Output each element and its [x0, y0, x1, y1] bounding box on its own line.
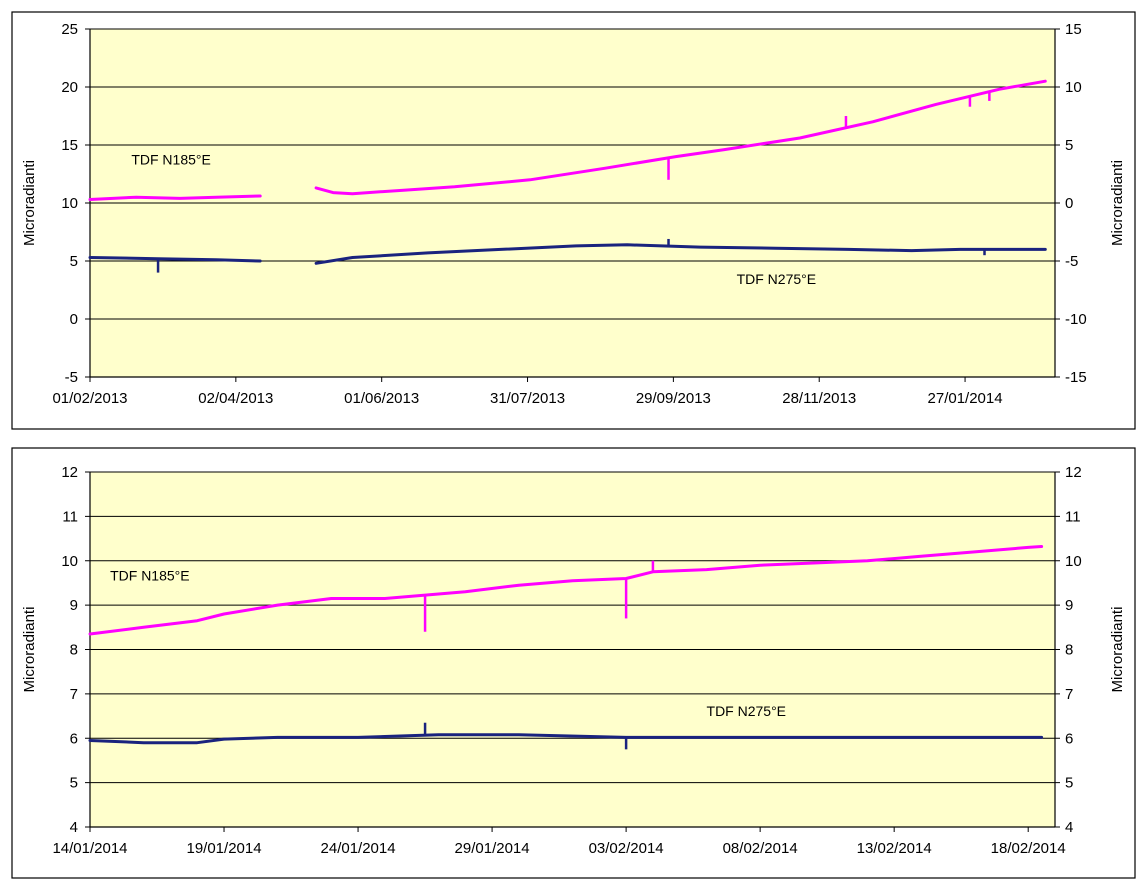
y-tick-label-left: 25: [61, 21, 78, 38]
series-annotation: TDF N275°E: [737, 271, 817, 287]
y-tick-label-left: 0: [70, 311, 78, 328]
x-tick-label: 01/06/2013: [344, 390, 419, 407]
chart-bottom: 4 5 6 7 8 9 10 11 12 4 5 6 7 8 9 10 11 12 14/01/2014 19/01/…: [11, 447, 1136, 879]
y-tick-label-right: 7: [1065, 686, 1073, 703]
y-tick-label-left: 4: [70, 819, 78, 836]
x-tick-label: 13/02/2014: [857, 840, 932, 857]
series-annotation: TDF N185°E: [131, 152, 211, 168]
y-axis-title-left: Microradianti: [21, 607, 38, 693]
x-tick-label: 18/02/2014: [991, 840, 1066, 857]
x-tick-label: 03/02/2014: [589, 840, 664, 857]
y-tick-label-left: 8: [70, 642, 78, 659]
x-tick-label: 29/09/2013: [636, 390, 711, 407]
y-tick-label-right: 4: [1065, 819, 1073, 836]
y-tick-label-left: 6: [70, 730, 78, 747]
series-n185e: [88, 79, 1047, 201]
y-tick-label-left: 15: [61, 137, 78, 154]
y-tick-label-right: 5: [1065, 137, 1073, 154]
series-line: [314, 243, 1047, 265]
series-annotation: TDF N185°E: [110, 568, 190, 584]
y-tick-label-left: 10: [61, 195, 78, 212]
y-tick-label-right: -5: [1065, 253, 1078, 270]
y-tick-label-right: 15: [1065, 21, 1082, 38]
series-line: [88, 194, 262, 201]
x-tick-label: 02/04/2013: [198, 390, 273, 407]
series-line: [88, 256, 262, 263]
series-line: [88, 545, 1044, 636]
y-tick-label-right: 8: [1065, 642, 1073, 659]
y-tick-label-left: 5: [70, 253, 78, 270]
x-tick-label: 31/07/2013: [490, 390, 565, 407]
y-axis-title-left: Microradianti: [21, 160, 38, 246]
y-axis-title-right: Microradianti: [1109, 160, 1126, 246]
y-tick-label-right: 9: [1065, 597, 1073, 614]
series-n275e: [88, 722, 1044, 750]
series-n185e: [88, 545, 1044, 636]
y-tick-label-left: 11: [62, 508, 78, 525]
y-tick-label-right: 0: [1065, 195, 1073, 212]
x-tick-label: 27/01/2014: [928, 390, 1003, 407]
y-tick-label-right: 10: [1065, 553, 1082, 570]
x-tick-label: 24/01/2014: [321, 840, 396, 857]
x-tick-label: 08/02/2014: [723, 840, 798, 857]
y-tick-label-left: 9: [70, 597, 78, 614]
y-tick-label-left: 20: [61, 79, 78, 96]
y-tick-label-right: 10: [1065, 79, 1082, 96]
y-tick-label-right: 6: [1065, 730, 1073, 747]
x-tick-label: 28/11/2013: [782, 390, 856, 407]
x-tick-label: 29/01/2014: [455, 840, 530, 857]
y-tick-label-left: 5: [70, 775, 78, 792]
y-tick-label-left: -5: [65, 369, 78, 386]
y-tick-label-left: 10: [61, 553, 78, 570]
y-tick-label-right: -15: [1065, 369, 1087, 386]
series-line: [314, 79, 1047, 196]
x-tick-label: 14/01/2014: [52, 840, 127, 857]
y-tick-label-right: 5: [1065, 775, 1073, 792]
y-axis-title-right: Microradianti: [1109, 607, 1126, 693]
y-tick-label-left: 12: [61, 464, 78, 481]
chart-top: -5 0 5 10 15 20 25 -15 -10 -5 0 5 10 15 01/02/2013 02/0…: [11, 11, 1136, 430]
y-tick-label-right: 11: [1065, 508, 1081, 525]
series-n275e: [88, 238, 1047, 273]
y-tick-label-left: 7: [70, 686, 78, 703]
x-tick-label: 19/01/2014: [186, 840, 261, 857]
series-annotation: TDF N275°E: [707, 703, 787, 719]
x-tick-label: 01/02/2013: [52, 390, 127, 407]
y-tick-label-right: -10: [1065, 311, 1087, 328]
series-line: [88, 733, 1044, 745]
y-tick-label-right: 12: [1065, 464, 1082, 481]
